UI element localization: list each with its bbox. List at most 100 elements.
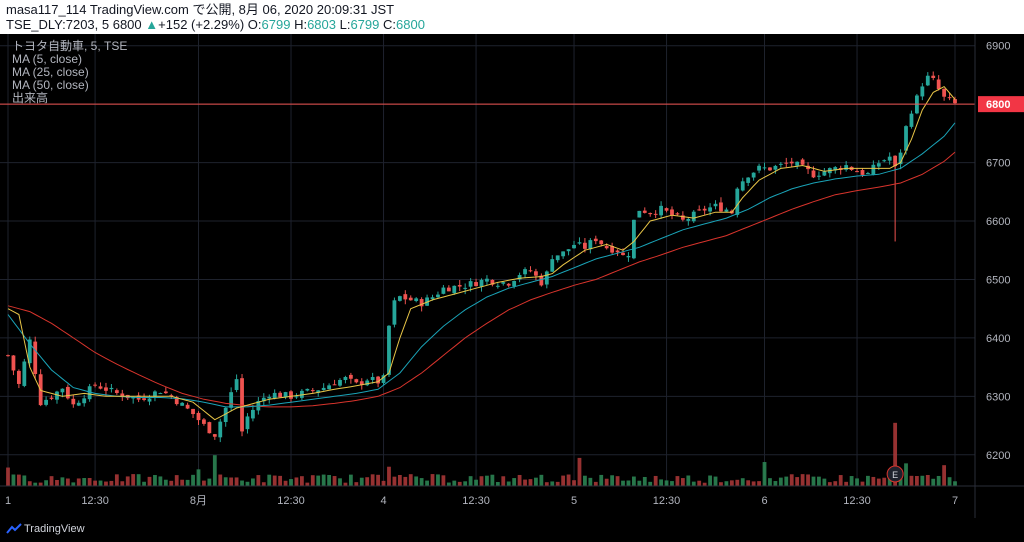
volume-bar [305,482,310,486]
candle-body [626,255,631,258]
volume-bar [604,478,609,486]
candle-body [191,408,195,415]
volume-bar [485,475,489,486]
volume-bar [272,475,277,486]
volume-bar [468,476,473,486]
candle-body [751,172,756,178]
candle-body [621,252,625,256]
candle-body [773,165,778,170]
tradingview-logo-icon [6,523,22,534]
volume-bar [550,481,555,486]
candle-body [163,391,168,394]
candle-body [517,275,522,280]
volume-bar [800,474,805,486]
candle-body [234,379,239,390]
candle-body [278,392,283,398]
ohlc-line: TSE_DLY:7203, 5 6800 ▲+152 (+2.29%) O:67… [6,17,425,32]
volume-bar [751,481,756,486]
candle-body [283,392,288,398]
volume-bar [120,481,125,486]
volume-bar [16,474,21,486]
volume-bar [778,477,783,486]
candle-body [479,279,484,287]
volume-bar [882,477,887,486]
candle-body [871,164,876,175]
volume-bar [44,480,48,486]
symbol-price: TSE_DLY:7203, 5 6800 [6,17,142,32]
candle-body [414,298,419,302]
candle-body [82,398,87,404]
candle-body [131,397,136,399]
candle-body [642,210,647,213]
volume-bar [27,481,32,486]
high-value: 6803 [307,17,336,32]
volume-bar [321,474,326,486]
candle-body [604,246,609,249]
candle-body [931,75,936,79]
candle-body [223,407,228,423]
volume-bar [637,480,642,486]
candle-body [446,287,451,292]
open-value: 6799 [261,17,291,32]
volume-bar [338,478,342,486]
last-price-label: 6800 [986,99,1010,111]
volume-bar [838,475,843,486]
y-tick-label: 6300 [986,391,1010,403]
volume-bar [544,482,549,486]
volume-bar [310,475,315,486]
volume-bar [588,477,593,486]
candle-body [98,386,103,389]
candle-body [490,279,495,285]
volume-bar [653,475,658,486]
volume-bar [283,480,288,486]
ma25-line [7,122,956,408]
candle-body [572,244,576,249]
chart-area[interactable]: 690068006700660065006400630062006800112:… [0,34,1024,518]
volume-bar [87,478,92,486]
candle-body [310,390,315,392]
candle-body [419,299,424,307]
volume-bar [131,474,136,486]
candle-body [485,278,489,282]
candle-body [452,285,457,294]
candle-body [180,402,185,406]
candle-body [506,283,511,286]
candle-body [468,281,473,287]
candle-body [768,167,772,171]
volume-bar [104,481,108,486]
volume-bar [6,467,10,486]
chart-svg[interactable]: 690068006700660065006400630062006800112:… [0,34,1024,518]
volume-bar [414,476,419,486]
candle-body [501,282,506,284]
volume-bar [196,469,201,486]
volume-bar [212,455,217,486]
volume-bar [719,482,723,486]
candle-body [942,88,947,97]
volume-bar [114,474,119,486]
low-label: L: [339,17,351,32]
candle-body [49,397,54,399]
x-tick-label: 7 [952,495,958,507]
candle-body [757,165,761,171]
volume-bar [425,480,429,486]
publish-info: masa117_114 TradingView.com で公開, 8月 06, … [6,2,395,17]
volume-bar [446,482,451,486]
volume-bar [789,474,794,486]
candle-body [925,75,930,86]
candle-body [539,275,544,286]
volume-bar [534,477,538,486]
candle-body [343,377,348,381]
volume-bar [893,422,898,486]
candle-body [495,285,500,287]
volume-bar [185,479,190,486]
volume-bar [675,476,680,486]
candle-body [534,271,538,276]
candle-body [441,287,446,294]
volume-bar [267,474,272,486]
earnings-marker-label: E [892,470,898,480]
volume-bar [833,481,838,486]
candle-body [713,203,718,207]
candle-body [762,167,767,169]
candle-body [577,242,582,244]
volume-bar [457,481,462,486]
